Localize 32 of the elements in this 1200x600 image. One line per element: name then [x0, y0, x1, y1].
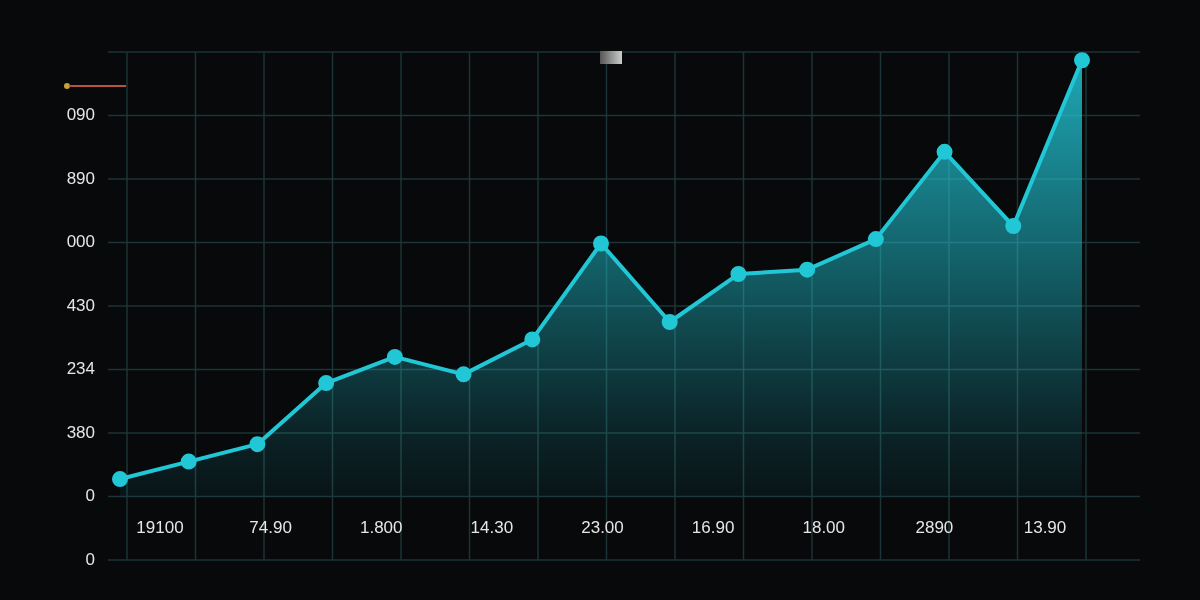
text: 13.90: [1023, 517, 1067, 537]
point: [936, 143, 953, 160]
text: 890: [66, 168, 95, 188]
point: [524, 331, 541, 348]
text: 000: [66, 232, 95, 252]
point: [180, 453, 197, 470]
text: 16.90: [691, 517, 735, 537]
point: [249, 436, 266, 453]
text: 1.800: [359, 517, 403, 537]
point: [318, 375, 335, 392]
text: 18.00: [802, 517, 846, 537]
point: [455, 366, 472, 383]
text: 19100: [136, 517, 184, 537]
text: 234: [66, 359, 95, 379]
text: 0: [85, 549, 95, 569]
point: [730, 266, 747, 283]
text: 2890: [915, 517, 954, 537]
point: [661, 314, 678, 330]
text: 0: [85, 486, 95, 506]
point: [1005, 218, 1022, 235]
text: 430: [66, 295, 95, 315]
point: [112, 471, 128, 488]
text: 74.90: [249, 517, 292, 537]
text: 380: [66, 422, 95, 442]
point: [867, 231, 884, 248]
text: 23.00: [581, 517, 624, 537]
text: 090: [66, 105, 95, 125]
point: [1074, 52, 1090, 69]
text: 14.30: [470, 517, 514, 537]
point: [386, 348, 403, 365]
point: [799, 261, 816, 278]
point: [593, 235, 609, 252]
